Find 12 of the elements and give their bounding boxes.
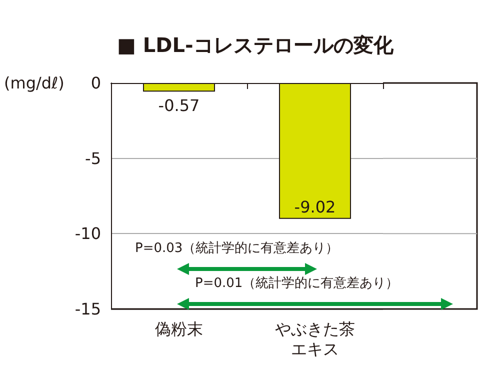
y-tick-label: -5 [85, 148, 101, 168]
annotation: P=0.03（統計学的に有意差あり） [135, 241, 339, 256]
annotation: P=0.01（統計学的に有意差あり） [195, 276, 399, 291]
data-label: -0.57 [158, 96, 200, 116]
y-tick-label: -15 [74, 300, 101, 318]
x-tick-label: やぶきた茶エキス [275, 320, 355, 358]
data-label: -9.02 [294, 197, 336, 216]
y-tick-label: -10 [74, 224, 101, 244]
x-tick-label: 偽粉末 [155, 320, 203, 338]
chart-title: ■ LDL-コレステロールの変化 [117, 33, 394, 57]
y-tick-label: 0 [90, 74, 101, 92]
y-axis-title: (mg/dℓ) [4, 74, 64, 92]
